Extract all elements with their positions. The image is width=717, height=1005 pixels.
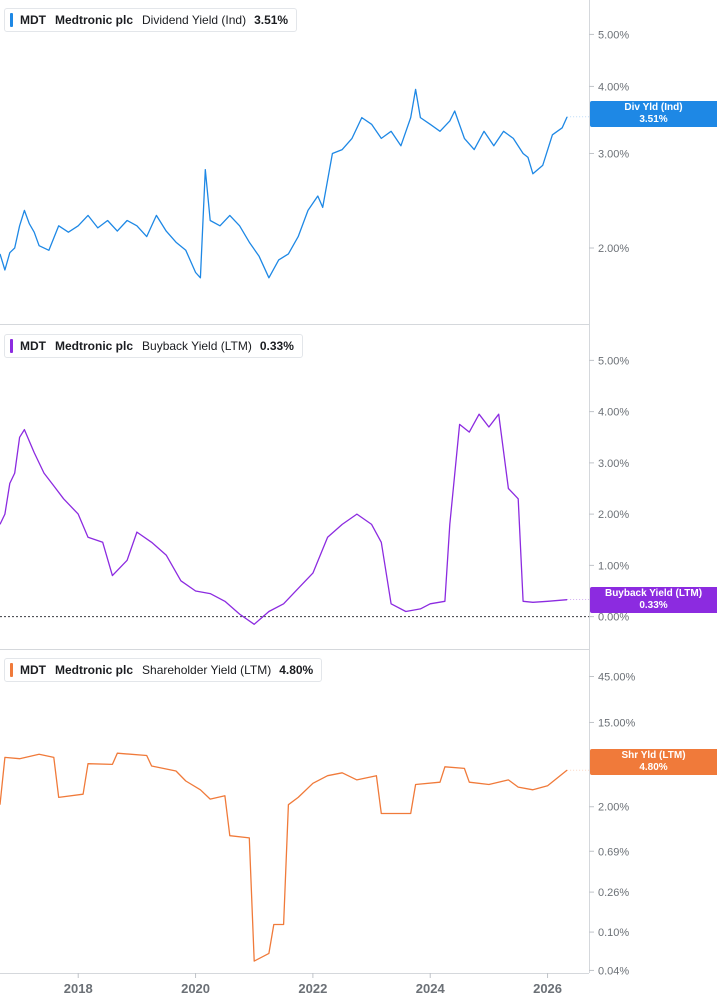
x-tick-label: 2024	[416, 981, 446, 996]
badge-title: Shr Yld (LTM)	[621, 750, 686, 761]
legend-metric: Dividend Yield (Ind)	[142, 13, 247, 27]
badge-value: 0.33%	[639, 600, 668, 611]
y-tick-label: 0.69%	[598, 846, 629, 858]
legend-value: 4.80%	[279, 663, 314, 677]
y-tick-label: 0.10%	[598, 927, 629, 939]
y-tick-label: 3.00%	[598, 458, 629, 470]
y-tick-label: 3.00%	[598, 148, 629, 160]
badge-dividend: Div Yld (Ind) 3.51%	[590, 101, 717, 127]
x-tick-label: 2018	[64, 981, 93, 996]
y-tick-label: 5.00%	[598, 355, 629, 367]
y-tick-label: 0.04%	[598, 965, 629, 977]
y-tick-label: 5.00%	[598, 29, 629, 41]
y-tick-label: 15.00%	[598, 717, 636, 729]
legend-company: Medtronic plc	[55, 339, 134, 353]
legend-value: 0.33%	[259, 339, 294, 353]
legend-value: 3.51%	[254, 13, 289, 27]
legend-metric: Shareholder Yield (LTM)	[142, 663, 272, 677]
legend-buyback[interactable]: MDT Medtronic plc Buyback Yield (LTM) 0.…	[4, 334, 303, 358]
y-tick-label: 45.00%	[598, 671, 636, 683]
y-tick-label: 0.00%	[598, 612, 629, 624]
y-tick-label: 4.00%	[598, 81, 629, 93]
legend-shareholder[interactable]: MDT Medtronic plc Shareholder Yield (LTM…	[4, 658, 323, 682]
legend-swatch-buyback	[10, 339, 13, 353]
series-line-buyback	[0, 413, 568, 625]
badge-value: 3.51%	[639, 114, 668, 125]
legend-company: Medtronic plc	[55, 663, 134, 677]
badge-title: Buyback Yield (LTM)	[604, 588, 703, 599]
legend-ticker: MDT	[20, 663, 46, 677]
badge-buyback: Buyback Yield (LTM) 0.33%	[590, 587, 717, 613]
y-tick-label: 1.00%	[598, 560, 629, 572]
legend-company: Medtronic plc	[55, 13, 134, 27]
series-line-shareholder	[0, 752, 568, 962]
series-line-dividend	[0, 88, 568, 279]
badge-value: 4.80%	[639, 762, 668, 773]
y-tick-label: 0.26%	[598, 887, 629, 899]
y-tick-label: 4.00%	[598, 407, 629, 419]
y-tick-label: 2.00%	[598, 509, 629, 521]
legend-swatch-shareholder	[10, 663, 13, 677]
legend-swatch-dividend	[10, 13, 13, 27]
legend-ticker: MDT	[20, 339, 46, 353]
x-tick-label: 2022	[298, 981, 327, 996]
legend-dividend[interactable]: MDT Medtronic plc Dividend Yield (Ind) 3…	[4, 8, 298, 32]
y-tick-label: 2.00%	[598, 802, 629, 814]
legend-metric: Buyback Yield (LTM)	[142, 339, 252, 353]
badge-title: Div Yld (Ind)	[624, 102, 683, 113]
legend-ticker: MDT	[20, 13, 46, 27]
x-tick-label: 2020	[181, 981, 210, 996]
badge-shareholder: Shr Yld (LTM) 4.80%	[590, 749, 717, 775]
x-tick-label: 2026	[533, 981, 562, 996]
y-tick-label: 2.00%	[598, 243, 629, 255]
